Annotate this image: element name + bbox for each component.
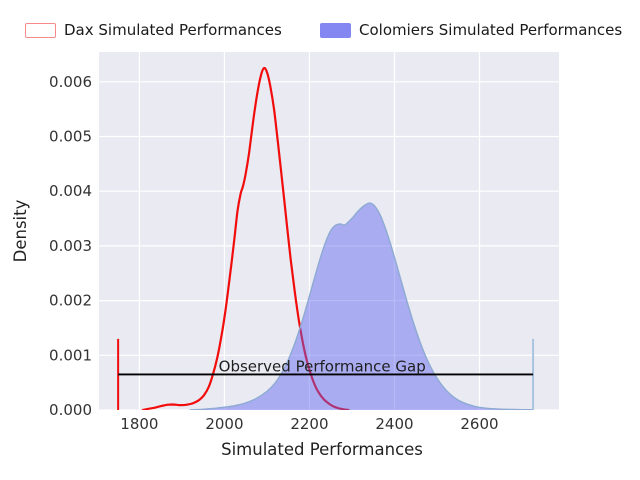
x-tick-label: 1800 xyxy=(120,415,158,433)
x-axis: 1800 2000 2200 2400 2600 xyxy=(120,415,498,433)
y-tick-label: 0.006 xyxy=(49,73,92,91)
dax-legend-swatch-icon xyxy=(25,22,56,38)
x-tick-label: 2000 xyxy=(205,415,243,433)
colomiers-legend-swatch-icon xyxy=(320,22,351,38)
x-tick-label: 2200 xyxy=(290,415,328,433)
y-tick-label: 0.003 xyxy=(49,237,92,255)
y-tick-label: 0.001 xyxy=(49,346,92,364)
kde-line-dax xyxy=(141,66,350,410)
x-tick-label: 2400 xyxy=(375,415,413,433)
observed-gap-marks: Observed Performance Gap xyxy=(117,338,535,410)
legend-item-dax: Dax Simulated Performances xyxy=(25,22,282,38)
kde-curves xyxy=(141,66,534,410)
y-axis-label: Density xyxy=(11,199,30,262)
y-tick-label: 0.005 xyxy=(49,128,92,146)
legend-label-colomiers: Colomiers Simulated Performances xyxy=(359,21,623,39)
y-tick-label: 0.004 xyxy=(49,182,92,200)
x-axis-label: Simulated Performances xyxy=(221,440,423,459)
kde-line-colomiers xyxy=(189,202,534,410)
y-tick-label: 0.002 xyxy=(49,292,92,310)
x-tick-label: 2600 xyxy=(460,415,498,433)
y-axis: 0.000 0.001 0.002 0.003 0.004 0.005 0.006 xyxy=(49,73,92,419)
y-tick-label: 0.000 xyxy=(49,401,92,419)
gridlines xyxy=(99,52,559,411)
legend-label-dax: Dax Simulated Performances xyxy=(64,21,282,39)
legend-item-colomiers: Colomiers Simulated Performances xyxy=(320,22,622,38)
observed-gap-label: Observed Performance Gap xyxy=(219,357,426,375)
plot-area xyxy=(99,52,559,410)
kde-area-colomiers xyxy=(189,203,534,410)
